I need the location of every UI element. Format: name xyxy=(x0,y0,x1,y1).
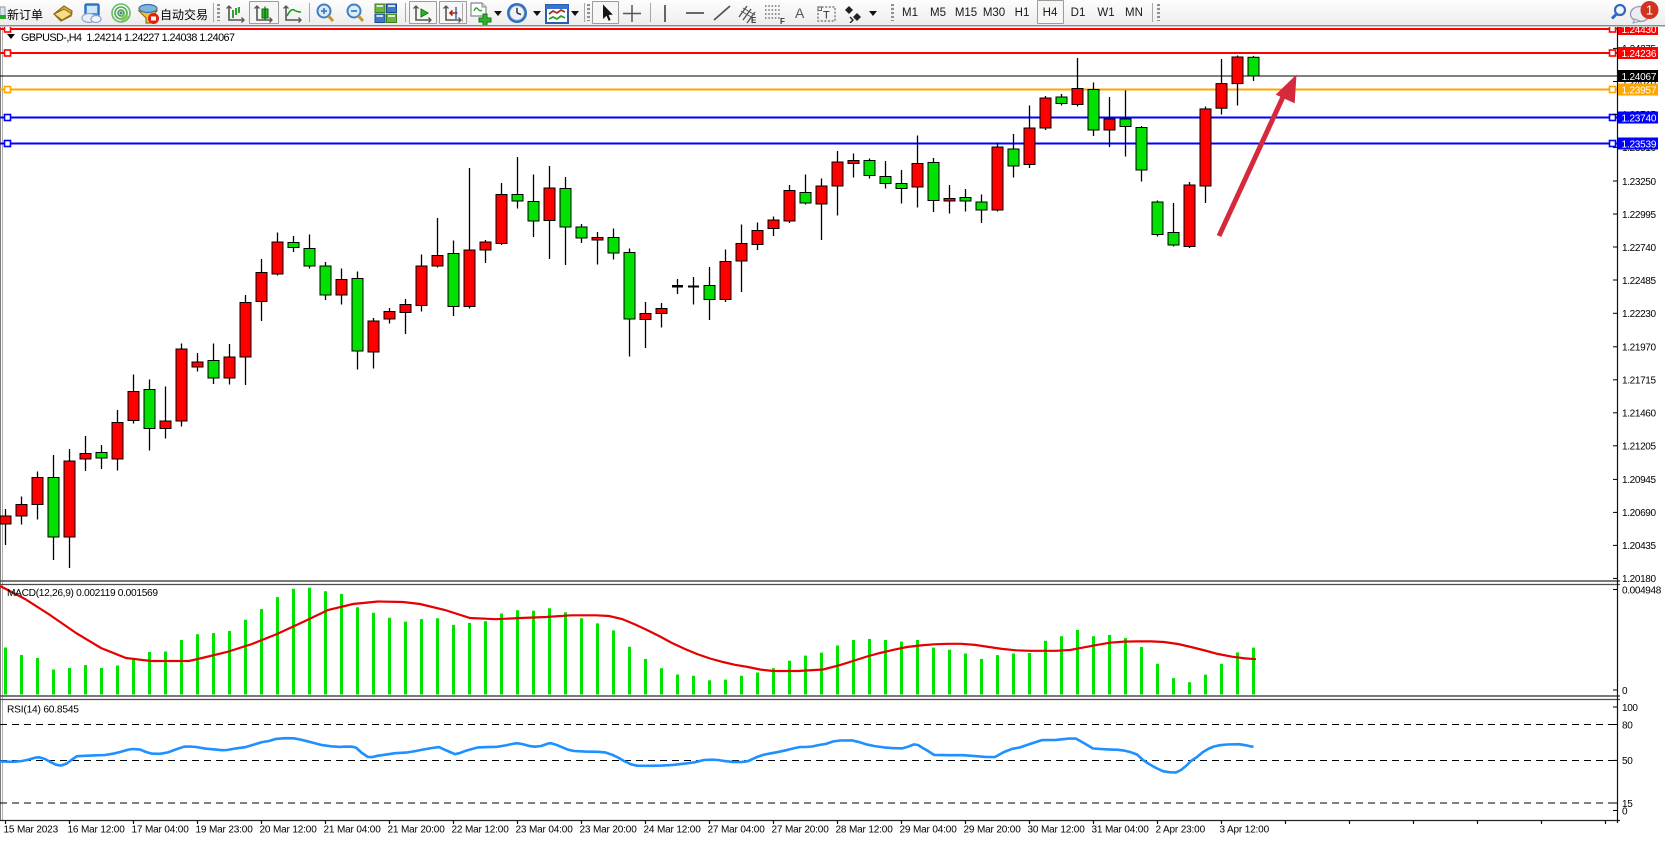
svg-text:29 Mar 04:00: 29 Mar 04:00 xyxy=(900,825,958,836)
svg-text:23 Mar 04:00: 23 Mar 04:00 xyxy=(516,825,574,836)
svg-text:RSI(14) 60.8545: RSI(14) 60.8545 xyxy=(7,705,79,716)
svg-text:27 Mar 04:00: 27 Mar 04:00 xyxy=(708,825,766,836)
svg-text:0: 0 xyxy=(1622,686,1628,697)
svg-text:0.004948: 0.004948 xyxy=(1622,585,1662,596)
svg-text:1.24067: 1.24067 xyxy=(1622,72,1657,83)
svg-text:100: 100 xyxy=(1622,703,1638,714)
svg-text:19 Mar 23:00: 19 Mar 23:00 xyxy=(196,825,254,836)
svg-text:50: 50 xyxy=(1622,756,1633,767)
svg-text:GBPUSD-,H4 1.24214 1.24227 1.: GBPUSD-,H4 1.24214 1.24227 1.24038 1.240… xyxy=(21,32,235,44)
svg-text:27 Mar 20:00: 27 Mar 20:00 xyxy=(772,825,830,836)
svg-text:2 Apr 23:00: 2 Apr 23:00 xyxy=(1156,825,1206,836)
svg-text:17 Mar 04:00: 17 Mar 04:00 xyxy=(132,825,190,836)
svg-text:15 Mar 2023: 15 Mar 2023 xyxy=(4,825,59,836)
svg-text:1.22230: 1.22230 xyxy=(1622,309,1656,320)
svg-text:1.23957: 1.23957 xyxy=(1622,85,1657,96)
svg-text:1.22995: 1.22995 xyxy=(1622,210,1656,221)
svg-text:31 Mar 04:00: 31 Mar 04:00 xyxy=(1092,825,1150,836)
svg-text:1.23740: 1.23740 xyxy=(1622,113,1657,124)
svg-text:1.23250: 1.23250 xyxy=(1622,177,1656,188)
svg-text:80: 80 xyxy=(1622,720,1633,731)
svg-text:30 Mar 12:00: 30 Mar 12:00 xyxy=(1028,825,1086,836)
svg-text:1.20435: 1.20435 xyxy=(1622,541,1656,552)
svg-text:F: F xyxy=(780,17,785,25)
svg-text:1.21460: 1.21460 xyxy=(1622,409,1656,420)
svg-text:21 Mar 04:00: 21 Mar 04:00 xyxy=(324,825,382,836)
svg-text:1.23539: 1.23539 xyxy=(1622,139,1657,150)
svg-text:1.24020: 1.24020 xyxy=(1622,77,1656,88)
svg-text:1.21715: 1.21715 xyxy=(1622,376,1656,387)
svg-text:20 Mar 12:00: 20 Mar 12:00 xyxy=(260,825,318,836)
svg-text:1.20690: 1.20690 xyxy=(1622,508,1656,519)
svg-text:T: T xyxy=(823,10,830,22)
svg-text:1: 1 xyxy=(1646,3,1653,18)
svg-text:24 Mar 12:00: 24 Mar 12:00 xyxy=(644,825,702,836)
svg-text:16 Mar 12:00: 16 Mar 12:00 xyxy=(68,825,126,836)
svg-text:29 Mar 20:00: 29 Mar 20:00 xyxy=(964,825,1022,836)
svg-text:1.20945: 1.20945 xyxy=(1622,475,1656,486)
svg-text:1.22740: 1.22740 xyxy=(1622,243,1656,254)
svg-text:1.24430: 1.24430 xyxy=(1622,25,1657,36)
svg-text:0: 0 xyxy=(1622,806,1628,817)
svg-text:3 Apr 12:00: 3 Apr 12:00 xyxy=(1220,825,1270,836)
svg-text:1.22485: 1.22485 xyxy=(1622,276,1656,287)
svg-text:1.20180: 1.20180 xyxy=(1622,574,1656,585)
svg-text:23 Mar 20:00: 23 Mar 20:00 xyxy=(580,825,638,836)
svg-text:MACD(12,26,9) 0.002119 0.00156: MACD(12,26,9) 0.002119 0.001569 xyxy=(7,588,158,599)
svg-text:E: E xyxy=(751,16,757,25)
svg-text:28 Mar 12:00: 28 Mar 12:00 xyxy=(836,825,894,836)
svg-text:1.21970: 1.21970 xyxy=(1622,343,1656,354)
svg-text:21 Mar 20:00: 21 Mar 20:00 xyxy=(388,825,446,836)
svg-text:22 Mar 12:00: 22 Mar 12:00 xyxy=(452,825,510,836)
svg-text:1.24236: 1.24236 xyxy=(1622,49,1657,60)
svg-text:1.21205: 1.21205 xyxy=(1622,442,1656,453)
svg-text:15: 15 xyxy=(1622,799,1633,810)
